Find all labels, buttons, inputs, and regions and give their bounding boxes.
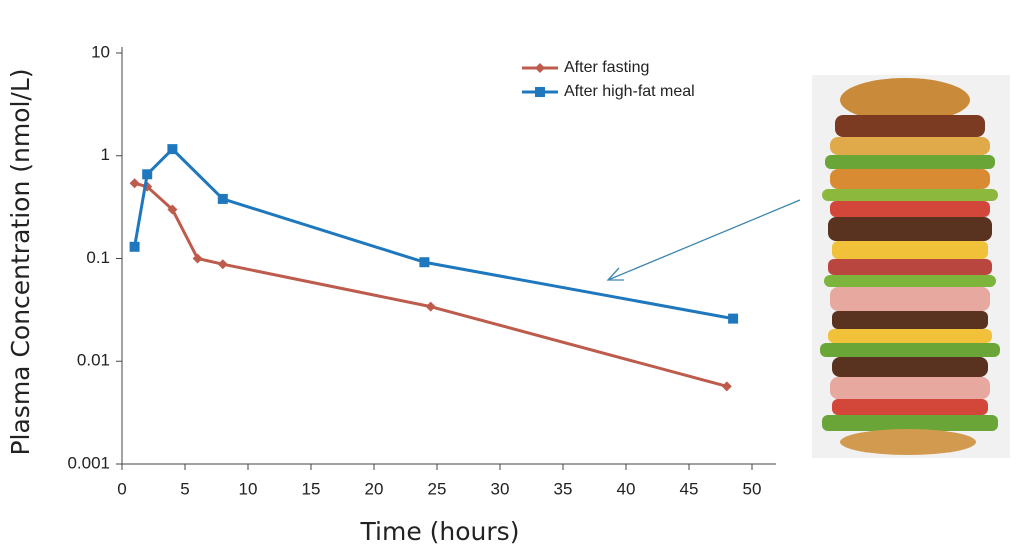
- y-tick-label: 10: [91, 42, 110, 61]
- x-tick-label: 5: [180, 479, 189, 498]
- data-point: [192, 253, 203, 264]
- data-point: [167, 144, 178, 155]
- burger-image: [812, 75, 1010, 458]
- x-tick-label: 10: [239, 479, 258, 498]
- data-point: [721, 381, 732, 392]
- data-point: [217, 259, 228, 270]
- legend-label: After high-fat meal: [564, 83, 695, 100]
- x-tick-label: 40: [617, 479, 636, 498]
- x-tick-label: 25: [428, 479, 447, 498]
- x-tick-label: 35: [554, 479, 573, 498]
- data-point: [129, 241, 140, 252]
- x-tick-label: 0: [117, 479, 126, 498]
- arrow: [606, 199, 801, 281]
- y-tick-label: 0.01: [77, 351, 110, 370]
- legend-label: After fasting: [564, 59, 649, 76]
- data-point: [425, 301, 436, 312]
- legend-marker: [535, 87, 545, 97]
- data-point: [728, 313, 739, 324]
- data-point: [419, 257, 430, 268]
- x-tick-label: 15: [302, 479, 321, 498]
- series-line: [133, 147, 734, 321]
- x-tick-label: 20: [365, 479, 384, 498]
- x-tick-label: 30: [491, 479, 510, 498]
- x-tick-label: 45: [680, 479, 699, 498]
- x-tick-label: 50: [743, 479, 762, 498]
- x-axis-title: Time (hours): [360, 517, 520, 546]
- y-axis-title: Plasma Concentration (nmol/L): [6, 68, 35, 455]
- series-line: [134, 181, 728, 388]
- y-tick-label: 0.001: [67, 453, 110, 472]
- data-point: [142, 169, 153, 180]
- data-point: [167, 204, 178, 215]
- y-tick-label: 1: [101, 145, 110, 164]
- data-point: [217, 193, 228, 204]
- legend-marker: [535, 63, 545, 73]
- data-point: [129, 178, 140, 189]
- y-tick-label: 0.1: [86, 248, 110, 267]
